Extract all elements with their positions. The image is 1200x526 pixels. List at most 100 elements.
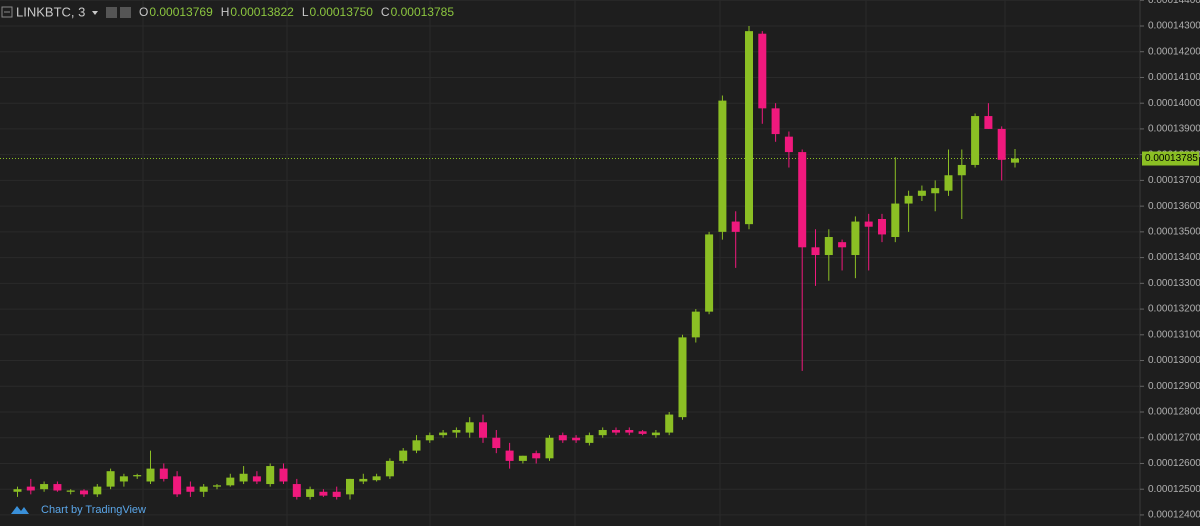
candle-body <box>492 437 501 449</box>
candle-body <box>758 33 767 109</box>
candle-body <box>864 221 873 227</box>
y-tick-label: 0.00013600 <box>1148 201 1200 212</box>
candle-body <box>199 486 208 492</box>
candle-body <box>465 422 474 433</box>
ohlc-value: 0.00013785 <box>391 5 455 19</box>
candle-body <box>625 430 634 433</box>
candle-body <box>425 435 434 441</box>
candle-body <box>186 486 195 492</box>
y-tick-label: 0.00014100 <box>1148 72 1200 83</box>
candle-body <box>851 221 860 256</box>
tradingview-logo <box>11 506 29 514</box>
y-tick-label: 0.00012500 <box>1148 484 1200 495</box>
y-tick-label: 0.00013300 <box>1148 278 1200 289</box>
candle-body <box>13 489 22 492</box>
y-tick-label: 0.00013400 <box>1148 252 1200 263</box>
candle-body <box>532 453 541 459</box>
y-tick-label: 0.00013500 <box>1148 227 1200 238</box>
y-tick-label: 0.00013200 <box>1148 304 1200 315</box>
ohlc-key: L <box>302 5 309 19</box>
candle-body <box>944 175 953 191</box>
candle-body <box>372 476 381 481</box>
ohlc-key: O <box>139 5 148 19</box>
candle-body <box>904 195 913 204</box>
candle-body <box>146 468 155 482</box>
candle-body <box>638 431 647 434</box>
candle-body <box>545 437 554 459</box>
candle-body <box>798 152 807 248</box>
candle-body <box>651 432 660 436</box>
candles <box>13 25 1019 500</box>
candle-body <box>306 489 315 497</box>
attribution[interactable]: Chart by TradingView <box>11 504 146 516</box>
y-tick-label: 0.00014300 <box>1148 21 1200 32</box>
ohlc-value: 0.00013769 <box>149 5 213 19</box>
candle-body <box>1011 158 1019 163</box>
candle-body <box>252 476 261 482</box>
symbol-dropdown[interactable] <box>92 11 98 15</box>
candle-body <box>917 190 926 196</box>
candle-body <box>346 478 354 495</box>
y-tick-label: 0.00014400 <box>1148 0 1200 6</box>
candle-body <box>439 432 448 436</box>
candle-body <box>718 100 727 232</box>
candle-body <box>558 435 567 441</box>
y-tick-label: 0.00012800 <box>1148 407 1200 418</box>
settings-icon[interactable] <box>106 7 117 18</box>
candle-body <box>279 468 288 482</box>
header: LINKBTC, 3 O 0.00013769 H 0.00013822 L 0.0001… <box>1 4 454 19</box>
candle-body <box>226 477 235 486</box>
collapse-icon[interactable] <box>1 6 13 18</box>
candle-body <box>731 221 740 232</box>
y-tick-label: 0.00012700 <box>1148 432 1200 443</box>
candle-body <box>173 476 182 495</box>
candle-body <box>931 188 940 194</box>
candle-body <box>891 203 900 238</box>
candle-body <box>957 164 966 176</box>
time-grid <box>142 0 1006 526</box>
y-tick-label: 0.00012600 <box>1148 458 1200 469</box>
candle-body <box>66 490 75 492</box>
y-tick-label: 0.00012900 <box>1148 381 1200 392</box>
attribution-text[interactable]: Chart by TradingView <box>41 504 146 516</box>
ohlc-value: 0.00013750 <box>310 5 374 19</box>
candle-body <box>292 484 301 497</box>
candle-body <box>319 491 328 496</box>
candle-body <box>26 486 35 491</box>
y-tick-label: 0.00013900 <box>1148 124 1200 135</box>
candle-body <box>585 435 594 443</box>
candle-body <box>266 466 275 485</box>
y-tick-label: 0.00014000 <box>1148 98 1200 109</box>
candle-body <box>332 491 341 497</box>
symbol: LINKBTC, 3 <box>16 4 85 19</box>
candle-body <box>133 475 142 477</box>
ohlc-values: O 0.00013769 H 0.00013822 L 0.00013750 C 0.0001… <box>139 5 454 19</box>
candle-body <box>479 422 487 438</box>
candle-body <box>518 455 527 461</box>
candle-body <box>678 337 687 418</box>
candle-body <box>984 116 993 129</box>
current-price-box <box>1142 151 1199 166</box>
candle-body <box>811 247 820 256</box>
candle-body <box>784 136 793 153</box>
candle-body <box>119 476 128 482</box>
candle-body <box>505 450 514 461</box>
candle-body <box>385 460 394 477</box>
candle-body <box>159 468 168 479</box>
ohlc-value: 0.00013822 <box>230 5 294 19</box>
y-tick-label: 0.00013100 <box>1148 329 1200 340</box>
candle-body <box>213 485 221 487</box>
candle-body <box>93 486 102 495</box>
candle-body <box>239 473 248 482</box>
candle-body <box>878 218 886 235</box>
candle-body <box>572 437 581 441</box>
close-icon[interactable] <box>120 7 131 18</box>
candle-body <box>612 430 620 433</box>
candle-body <box>691 311 700 338</box>
candle-body <box>838 242 847 248</box>
candle-body <box>80 490 88 495</box>
candle-body <box>40 484 49 490</box>
